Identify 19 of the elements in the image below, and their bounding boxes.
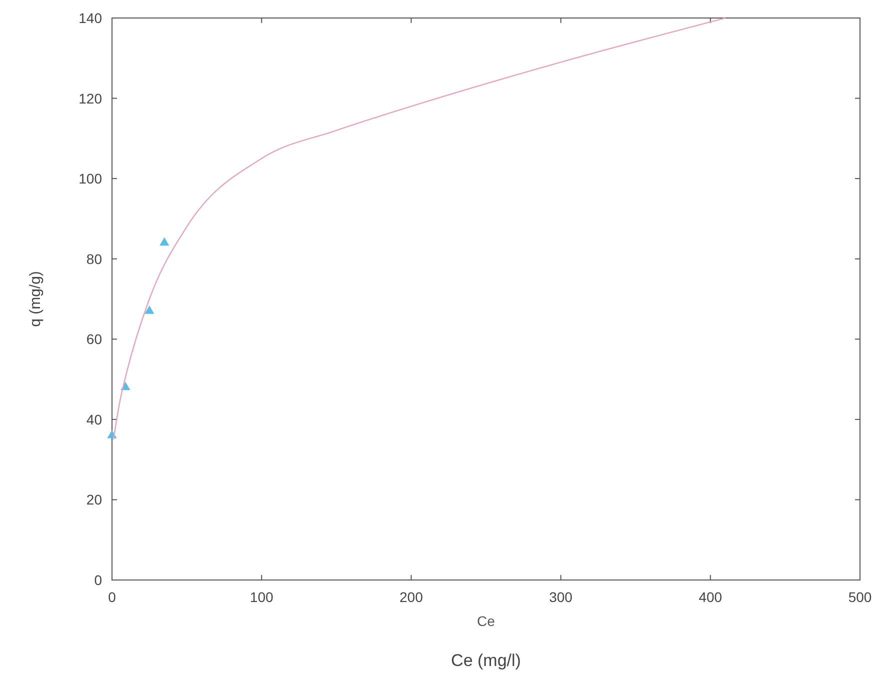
point	[144, 305, 154, 314]
y-tick-label: 80	[86, 250, 102, 267]
point	[160, 237, 170, 246]
x-tick-label: 400	[698, 589, 722, 605]
y-axis-title: q (mg/g)	[27, 271, 44, 327]
x-tick-label: 500	[848, 589, 872, 605]
y-tick-label: 60	[86, 331, 102, 348]
x-tick-label: 100	[250, 589, 274, 605]
y-tick-label: 20	[86, 492, 102, 508]
y-tick-label: 0	[94, 572, 102, 588]
x-axis-title: Ce	[477, 613, 496, 629]
y-tick-label: 100	[78, 170, 102, 187]
x-tick-label: 200	[400, 589, 424, 605]
x-tick-label: 0	[108, 589, 116, 605]
y-tick-label: 40	[86, 411, 102, 428]
x-tick-label: 300	[549, 589, 573, 605]
y-tick-label: 120	[78, 90, 102, 106]
text: Ce (mg/l)	[451, 651, 521, 670]
y-tick-label: 140	[78, 10, 102, 26]
